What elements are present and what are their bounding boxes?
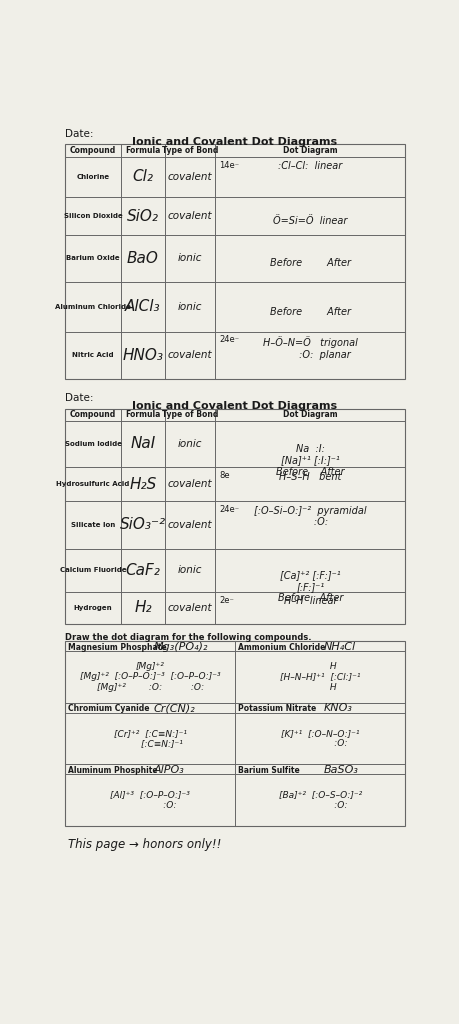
Text: Type of Bond: Type of Bond (162, 146, 218, 155)
Text: ionic: ionic (178, 301, 202, 311)
Text: 24e⁻: 24e⁻ (219, 336, 240, 344)
Text: Potassium Nitrate: Potassium Nitrate (238, 705, 317, 714)
Text: Cr(CN)₂: Cr(CN)₂ (154, 703, 196, 714)
Text: covalent: covalent (168, 172, 213, 182)
Text: Date:: Date: (65, 129, 94, 139)
Text: [Ca]⁺² [:F:]⁻¹
[:F:]⁻¹
Before   After: [Ca]⁺² [:F:]⁻¹ [:F:]⁻¹ Before After (278, 570, 343, 603)
Text: Formula: Formula (125, 411, 161, 419)
Text: Hydrosulfuric Acid: Hydrosulfuric Acid (56, 481, 130, 487)
Text: Ammonium Chloride: Ammonium Chloride (238, 643, 326, 651)
Text: covalent: covalent (168, 520, 213, 529)
Text: H–Ṡ–H   bent: H–Ṡ–H bent (279, 472, 341, 481)
Bar (65, 409, 405, 625)
Text: Chromium Cyanide: Chromium Cyanide (68, 705, 150, 714)
Text: Magnesium Phosphate: Magnesium Phosphate (68, 643, 167, 651)
Text: Before        After: Before After (270, 258, 351, 268)
Text: BaO: BaO (127, 251, 159, 266)
Text: covalent: covalent (168, 603, 213, 613)
Text: [K]⁺¹  [:O–N–O:]⁻¹
              :O:: [K]⁺¹ [:O–N–O:]⁻¹ :O: (281, 729, 359, 749)
Text: Nitric Acid: Nitric Acid (72, 352, 114, 358)
Text: Cl₂: Cl₂ (133, 169, 153, 184)
Text: HNO₃: HNO₃ (123, 348, 163, 362)
Text: ionic: ionic (178, 565, 202, 575)
Text: Chlorine: Chlorine (77, 174, 110, 180)
Text: Silicate Ion: Silicate Ion (71, 522, 115, 527)
Bar (65, 641, 405, 826)
Text: :Ċl–Ċl:  linear: :Ċl–Ċl: linear (278, 162, 342, 171)
Text: Compound: Compound (70, 146, 116, 155)
Text: covalent: covalent (168, 211, 213, 221)
Text: Aluminum Chloride: Aluminum Chloride (55, 303, 131, 309)
Text: [Cr]⁺²  [:C≡N:]⁻¹
        [:C≡N:]⁻¹: [Cr]⁺² [:C≡N:]⁻¹ [:C≡N:]⁻¹ (114, 729, 187, 749)
Text: [Ba]⁺²  [:O–S–O:]⁻²
              :O:: [Ba]⁺² [:O–S–O:]⁻² :O: (279, 791, 362, 810)
Text: Before        After: Before After (270, 306, 351, 316)
Text: Ionic and Covalent Dot Diagrams: Ionic and Covalent Dot Diagrams (132, 400, 337, 411)
Text: H–Ö–N=Ö   trigonal
         :O:  planar: H–Ö–N=Ö trigonal :O: planar (263, 336, 358, 359)
Text: Sodium Iodide: Sodium Iodide (65, 441, 122, 446)
Text: NH₄Cl: NH₄Cl (324, 642, 356, 652)
Text: BaSO₃: BaSO₃ (324, 765, 358, 775)
Text: Na  :I:
[Na]⁺¹ [:I:]⁻¹
Before    After: Na :I: [Na]⁺¹ [:I:]⁻¹ Before After (276, 444, 345, 477)
Text: SiO₃⁻²: SiO₃⁻² (120, 517, 166, 532)
Text: Mg₃(PO₄)₂: Mg₃(PO₄)₂ (154, 642, 208, 652)
Text: Aluminum Phosphite: Aluminum Phosphite (68, 766, 158, 775)
Text: Draw the dot diagram for the following compounds.: Draw the dot diagram for the following c… (65, 634, 312, 642)
Text: ionic: ionic (178, 439, 202, 449)
Text: NaI: NaI (130, 436, 156, 452)
Text: [:O–Si–O:]⁻²  pyramidal
       :O:: [:O–Si–O:]⁻² pyramidal :O: (254, 506, 367, 527)
Text: Dot Diagram: Dot Diagram (283, 411, 338, 419)
Bar (65, 144, 405, 379)
Text: H–H  linear: H–H linear (284, 596, 337, 606)
Text: ionic: ionic (178, 253, 202, 263)
Text: covalent: covalent (168, 350, 213, 360)
Text: 8e: 8e (219, 471, 230, 480)
Text: KNO₃: KNO₃ (324, 703, 353, 714)
Text: AlPO₃: AlPO₃ (154, 765, 185, 775)
Text: [Mg]⁺²
[Mg]⁺²  [:O–P–O:]⁻³  [:O–P–O:]⁻³
[Mg]⁺²        :O:          :O:: [Mg]⁺² [Mg]⁺² [:O–P–O:]⁻³ [:O–P–O:]⁻³ [M… (80, 662, 220, 692)
Text: 2e⁻: 2e⁻ (219, 596, 234, 604)
Text: Date:: Date: (65, 393, 94, 403)
Text: Dot Diagram: Dot Diagram (283, 146, 338, 155)
Text: H₂: H₂ (134, 600, 152, 615)
Text: Ionic and Covalent Dot Diagrams: Ionic and Covalent Dot Diagrams (132, 137, 337, 146)
Text: 24e⁻: 24e⁻ (219, 505, 240, 514)
Text: Barium Sulfite: Barium Sulfite (238, 766, 300, 775)
Text: CaF₂: CaF₂ (126, 563, 161, 578)
Text: Ö=Si=Ö  linear: Ö=Si=Ö linear (273, 216, 347, 226)
Text: Hydrogen: Hydrogen (74, 605, 112, 611)
Text: AlCl₃: AlCl₃ (125, 299, 161, 314)
Text: [Al]⁺³  [:O–P–O:]⁻³
              :O:: [Al]⁺³ [:O–P–O:]⁻³ :O: (110, 791, 190, 810)
Text: Compound: Compound (70, 411, 116, 419)
Text: Barium Oxide: Barium Oxide (66, 255, 120, 261)
Text: Formula: Formula (125, 146, 161, 155)
Text: Type of Bond: Type of Bond (162, 411, 218, 419)
Text: H
[H–N–H]⁺¹  [:Cl:]⁻¹
         H: H [H–N–H]⁺¹ [:Cl:]⁻¹ H (280, 662, 360, 692)
Text: SiO₂: SiO₂ (127, 209, 159, 223)
Text: This page → honors only!!: This page → honors only!! (68, 839, 222, 851)
Text: 14e⁻: 14e⁻ (219, 161, 240, 170)
Text: H₂S: H₂S (129, 476, 157, 492)
Text: covalent: covalent (168, 479, 213, 489)
Text: Silicon Dioxide: Silicon Dioxide (64, 213, 123, 219)
Text: Calcium Fluoride: Calcium Fluoride (60, 567, 126, 573)
